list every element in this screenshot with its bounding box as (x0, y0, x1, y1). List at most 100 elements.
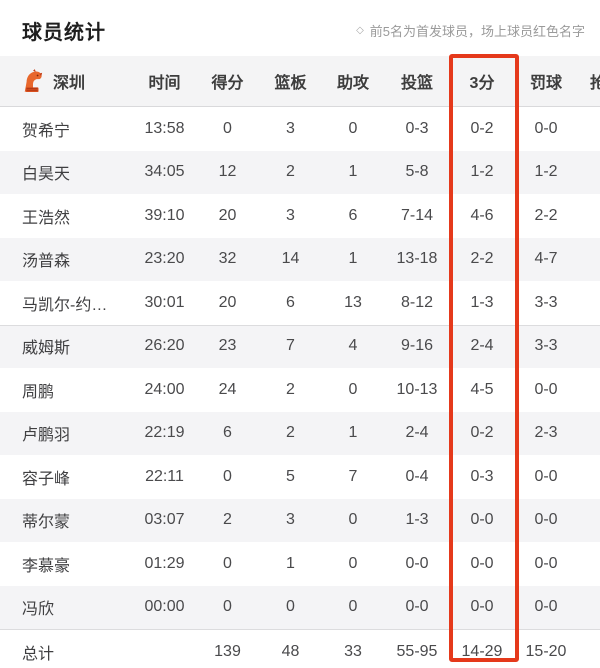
column-header-assists: 助攻 (336, 75, 369, 92)
rebounds-cell: 7 (286, 337, 295, 355)
assists-cell: 0 (348, 119, 358, 137)
three-points-cell: 14-29 (461, 642, 503, 660)
table-row[interactable]: 白昊天 34:05 12 2 1 5-8 1-2 1-2 (0, 150, 600, 194)
table-row[interactable]: 蒂尔蒙 03:07 2 3 0 1-3 0-0 0-0 (0, 498, 600, 542)
free-throws-cell: 3-3 (534, 293, 558, 311)
table-total-row: 总计 139 48 33 55-95 14-29 15-20 (0, 629, 600, 668)
rebounds-cell: 1 (286, 554, 295, 572)
points-cell: 139 (214, 642, 241, 660)
table-row[interactable]: 冯欣 00:00 0 0 0 0-0 0-0 0-0 (0, 585, 600, 629)
time-cell: 00:00 (144, 598, 185, 616)
table-row[interactable]: 王浩然 39:10 20 3 6 7-14 4-6 2-2 (0, 194, 600, 238)
time-cell: 34:05 (144, 163, 185, 181)
points-cell: 24 (218, 380, 237, 398)
player-name-cell: 汤普森 (22, 253, 71, 271)
table-row[interactable]: 周鹏 24:00 24 2 0 10-13 4-5 0-0 (0, 368, 600, 412)
time-cell: 30:01 (144, 293, 185, 311)
assists-cell: 1 (348, 250, 358, 268)
assists-cell: 1 (348, 424, 358, 442)
column-header-free-throws: 罚球 (529, 75, 562, 92)
player-name-cell: 白昊天 (22, 166, 71, 184)
rebounds-cell: 48 (281, 642, 300, 660)
team-name: 深圳 (53, 75, 86, 92)
rebounds-cell: 6 (286, 293, 295, 311)
free-throws-cell: 3-3 (534, 337, 558, 355)
table-row[interactable]: 威姆斯 26:20 23 7 4 9-16 2-4 3-3 (0, 324, 600, 368)
time-cell: 23:20 (144, 250, 185, 268)
player-name-cell: 容子峰 (22, 470, 71, 488)
three-points-cell: 0-0 (470, 554, 494, 572)
rebounds-cell: 0 (286, 598, 295, 616)
three-points-cell: 4-6 (470, 206, 494, 224)
table-row[interactable]: 汤普森 23:20 32 14 1 13-18 2-2 4-7 (0, 237, 600, 281)
player-name-cell: 卢鹏羽 (22, 427, 71, 445)
player-name-cell: 王浩然 (22, 209, 71, 227)
free-throws-cell: 0-0 (534, 380, 558, 398)
assists-cell: 0 (348, 598, 358, 616)
field-goals-cell: 2-4 (405, 424, 429, 442)
points-cell: 0 (223, 554, 232, 572)
legend-note: ◇ 前5名为首发球员，场上球员红色名字 (356, 21, 585, 40)
time-cell: 26:20 (144, 337, 185, 355)
rebounds-cell: 3 (286, 511, 295, 529)
field-goals-cell: 1-3 (405, 511, 429, 529)
page-title: 球员统计 (22, 21, 106, 44)
three-points-cell: 2-4 (470, 337, 494, 355)
field-goals-cell: 0-3 (405, 119, 429, 137)
free-throws-cell: 0-0 (534, 467, 558, 485)
column-header-field-goals: 投篮 (400, 75, 433, 92)
assists-cell: 0 (348, 554, 358, 572)
assists-cell: 0 (348, 380, 358, 398)
field-goals-cell: 9-16 (400, 337, 434, 355)
three-points-cell: 0-2 (470, 424, 494, 442)
player-name-cell: 贺希宁 (22, 122, 71, 140)
time-cell: 01:29 (144, 554, 185, 572)
column-header-time: 时间 (148, 75, 181, 92)
assists-cell: 0 (348, 511, 358, 529)
three-points-cell: 1-2 (470, 163, 494, 181)
column-header-partial: 抢 (590, 75, 600, 92)
table-row[interactable]: 李慕豪 01:29 0 1 0 0-0 0-0 0-0 (0, 542, 600, 586)
field-goals-cell: 8-12 (400, 293, 434, 311)
free-throws-cell: 15-20 (525, 642, 567, 660)
assists-cell: 6 (348, 206, 358, 224)
time-cell: 39:10 (144, 206, 185, 224)
table-header-row: 深圳 时间 得分 篮板 助攻 投篮 3分 罚球 抢 (0, 56, 600, 107)
assists-cell: 7 (348, 467, 358, 485)
rebounds-cell: 2 (286, 424, 295, 442)
points-cell: 6 (223, 424, 232, 442)
three-points-cell: 0-3 (470, 467, 494, 485)
points-cell: 0 (223, 467, 232, 485)
free-throws-cell: 1-2 (534, 163, 558, 181)
table-row[interactable]: 马凯尔-约… 30:01 20 6 13 8-12 1-3 3-3 (0, 281, 600, 325)
assists-cell: 33 (344, 642, 362, 660)
column-header-three-points: 3分 (469, 75, 495, 92)
points-cell: 32 (218, 250, 237, 268)
table-row[interactable]: 容子峰 22:11 0 5 7 0-4 0-3 0-0 (0, 455, 600, 499)
table-row[interactable]: 贺希宁 13:58 0 3 0 0-3 0-2 0-0 (0, 107, 600, 151)
stats-table: 深圳 时间 得分 篮板 助攻 投篮 3分 罚球 抢 贺希宁 13:58 0 3 … (0, 56, 600, 668)
points-cell: 0 (223, 119, 232, 137)
assists-cell: 1 (348, 163, 358, 181)
player-name-cell: 威姆斯 (22, 340, 71, 358)
player-name-cell: 总计 (22, 645, 55, 663)
three-points-cell: 2-2 (470, 250, 494, 268)
time-cell: 22:11 (145, 467, 184, 485)
player-name-cell: 周鹏 (22, 383, 55, 401)
column-header-rebounds: 篮板 (274, 75, 307, 92)
three-points-cell: 0-0 (470, 598, 494, 616)
table-row[interactable]: 卢鹏羽 22:19 6 2 1 2-4 0-2 2-3 (0, 411, 600, 455)
team-header-cell[interactable]: 深圳 (0, 68, 133, 94)
rebounds-cell: 3 (286, 206, 295, 224)
rebounds-cell: 3 (286, 119, 295, 137)
field-goals-cell: 55-95 (396, 642, 438, 660)
player-name-cell: 李慕豪 (22, 557, 71, 575)
table-body: 贺希宁 13:58 0 3 0 0-3 0-2 0-0 白昊天 34:05 12… (0, 107, 600, 668)
player-name-cell: 冯欣 (22, 601, 55, 619)
field-goals-cell: 10-13 (396, 380, 438, 398)
rebounds-cell: 5 (286, 467, 295, 485)
free-throws-cell: 0-0 (534, 511, 558, 529)
field-goals-cell: 0-0 (405, 554, 429, 572)
time-cell: 24:00 (144, 380, 185, 398)
